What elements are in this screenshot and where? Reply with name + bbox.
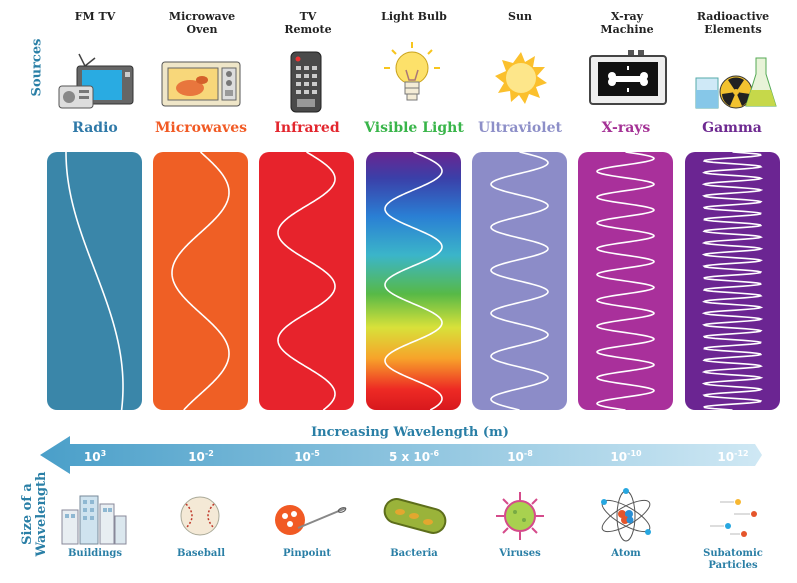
wave-microwaves xyxy=(171,152,230,410)
wave-line xyxy=(701,152,764,410)
buildings-icon xyxy=(61,495,127,545)
panel-infrared xyxy=(259,152,354,410)
band-name-gamma: Gamma xyxy=(702,120,762,136)
virus-icon xyxy=(496,492,544,540)
wave-ultraviolet xyxy=(490,152,549,410)
object-label-viruses: Viruses xyxy=(499,548,541,559)
object-label-bacteria: Bacteria xyxy=(390,548,438,559)
panel-xrays xyxy=(578,152,673,410)
band-name-microwaves: Microwaves xyxy=(154,120,248,136)
wave-infrared xyxy=(277,152,336,410)
light-bulb-icon xyxy=(384,42,440,101)
source-label-radioactive: Radioactive Elements xyxy=(696,10,770,36)
xray-machine-icon xyxy=(589,50,667,105)
wave-line xyxy=(277,152,336,410)
band-name-radio: Radio xyxy=(72,120,118,136)
object-label-subatomic: Subatomic Particles xyxy=(703,548,763,571)
panel-radio xyxy=(47,152,142,410)
panel-ultraviolet xyxy=(472,152,567,410)
object-label-pinpoint: Pinpoint xyxy=(283,548,331,559)
subatomic-particles-icon xyxy=(710,499,757,537)
tick-1: 10-2 xyxy=(188,449,214,464)
source-label-remote: TV Remote xyxy=(284,10,332,36)
source-label-xray: X-ray Machine xyxy=(600,10,654,36)
tick-6: 10-12 xyxy=(717,449,749,464)
size-side-title: Size of a Wavelength xyxy=(20,471,49,557)
tick-4: 10-8 xyxy=(507,449,533,464)
band-name-ultraviolet: Ultraviolet xyxy=(478,120,562,136)
wave-line xyxy=(65,152,124,410)
panel-microwaves xyxy=(153,152,248,410)
wave-line xyxy=(384,152,443,410)
band-name-visible: Visible Light xyxy=(364,120,464,136)
object-label-baseball: Baseball xyxy=(177,548,225,559)
band-name-xrays: X-rays xyxy=(601,120,651,136)
microwave-oven-icon xyxy=(161,61,241,107)
object-label-atom: Atom xyxy=(611,548,641,559)
source-label-bulb: Light Bulb xyxy=(381,10,447,23)
wave-xrays xyxy=(596,152,655,410)
tick-2: 10-5 xyxy=(294,449,320,464)
panel-visible xyxy=(366,152,461,410)
tick-3: 5 x 10-6 xyxy=(388,449,440,464)
source-label-sun: Sun xyxy=(508,10,532,23)
wave-gamma xyxy=(701,152,764,410)
panel-gamma xyxy=(685,152,780,410)
baseball-icon xyxy=(180,496,220,536)
band-name-infrared: Infrared xyxy=(274,120,340,136)
sun-icon xyxy=(495,52,547,104)
axis-title: Increasing Wavelength (m) xyxy=(311,425,509,440)
bacteria-icon xyxy=(383,498,447,534)
pinpoint-icon xyxy=(275,505,347,535)
tick-5: 10-10 xyxy=(610,449,642,464)
source-label-microwave: Microwave Oven xyxy=(168,10,236,36)
wavelength-arrow xyxy=(40,436,762,474)
source-label-radio: FM TV xyxy=(74,10,116,23)
wave-line xyxy=(490,152,549,410)
sources-side-title: Sources xyxy=(29,38,45,97)
wave-line xyxy=(596,152,655,410)
atom-icon xyxy=(601,488,651,542)
radio-tv-icon xyxy=(58,53,134,109)
wave-visible xyxy=(384,152,443,410)
tick-0: 103 xyxy=(83,449,107,464)
object-label-buildings: Buildings xyxy=(67,548,122,559)
wave-radio xyxy=(65,152,124,410)
radioactive-elements-icon xyxy=(695,57,777,109)
tv-remote-icon xyxy=(290,51,322,113)
wave-line xyxy=(171,152,230,410)
